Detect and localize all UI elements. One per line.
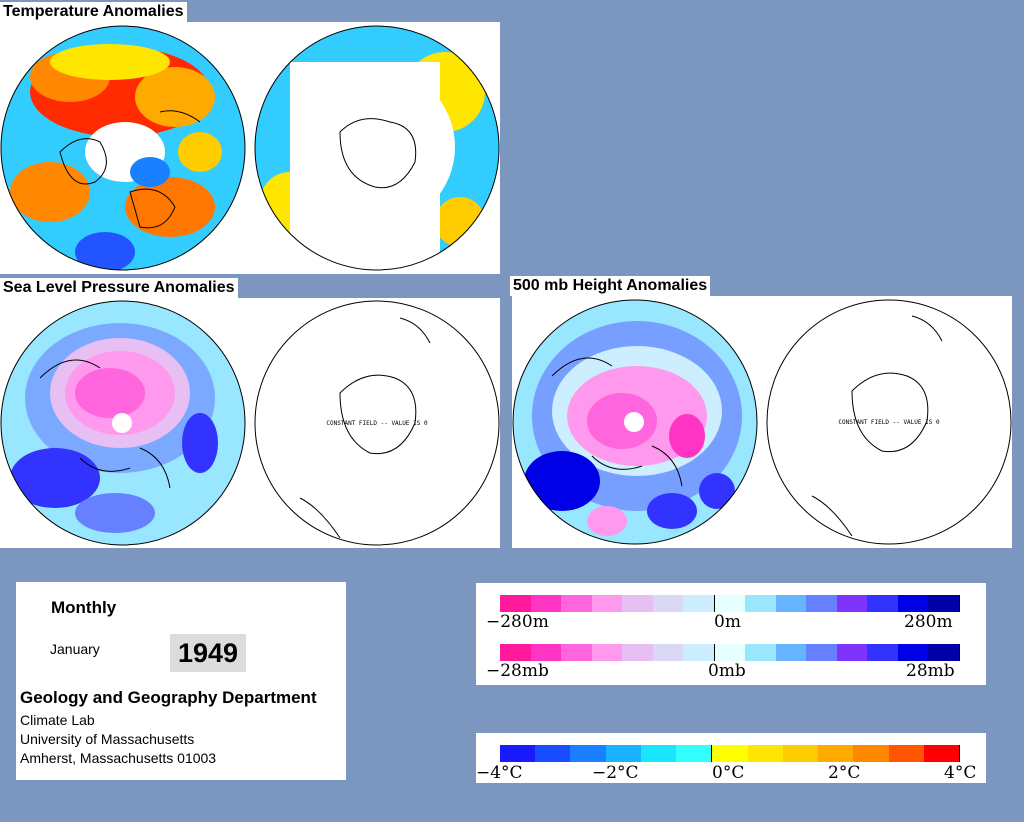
pressure-colorbar	[500, 644, 960, 661]
height-colorbar-swatch	[561, 595, 592, 612]
slp-anomaly-maps: CONSTANT FIELD -- VALUE IS 0	[0, 298, 500, 548]
pressure-colorbar-swatch	[745, 644, 776, 661]
slp-panel-title: Sea Level Pressure Anomalies	[0, 278, 238, 298]
pressure-colorbar-swatch	[897, 644, 929, 661]
height-min-label: −280m	[486, 612, 549, 632]
height-colorbar	[500, 595, 960, 612]
pressure-mid-label: 0mb	[708, 661, 746, 681]
pressure-colorbar-swatch	[530, 644, 562, 661]
department-label: Geology and Geography Department	[20, 688, 317, 707]
temperature-colorbar-swatch	[712, 745, 748, 762]
height-colorbar-swatch	[745, 595, 776, 612]
temperature-colorbar-swatch	[923, 745, 961, 762]
height-max-label: 280m	[904, 612, 953, 632]
height-colorbar-swatch	[714, 595, 746, 612]
height-colorbar-swatch	[530, 595, 562, 612]
temperature-colorbar-swatch	[782, 745, 819, 762]
temperature-label-4: 4°C	[944, 763, 977, 783]
temperature-colorbar-swatch	[676, 745, 713, 762]
temperature-label-0: 0°C	[712, 763, 745, 783]
university-label: University of Massachusetts	[20, 731, 195, 747]
height-mid-label: 0m	[714, 612, 741, 632]
anomaly-color-legend: −280m 0m 280m −28mb 0mb 28mb	[476, 583, 986, 685]
slp-sh-globe: CONSTANT FIELD -- VALUE IS 0	[254, 300, 500, 546]
temperature-colorbar-swatch	[535, 745, 571, 762]
temperature-color-legend: −4°C −2°C 0°C 2°C 4°C	[476, 733, 986, 783]
height-colorbar-swatch	[683, 595, 715, 612]
h500-anomaly-maps: CONSTANT FIELD -- VALUE IS 0	[512, 296, 1012, 548]
lab-label: Climate Lab	[20, 712, 95, 728]
height-colorbar-swatch	[652, 595, 684, 612]
temperature-label-2: 2°C	[828, 763, 861, 783]
pressure-colorbar-swatch	[622, 644, 653, 661]
height-colorbar-swatch	[775, 595, 807, 612]
height-colorbar-swatch	[836, 595, 868, 612]
month-label: January	[50, 641, 100, 657]
temperature-anomaly-maps	[0, 22, 500, 274]
pressure-colorbar-swatch	[928, 644, 960, 661]
height-colorbar-swatch	[806, 595, 837, 612]
temperature-sh-globe	[255, 26, 499, 270]
pressure-colorbar-swatch	[683, 644, 715, 661]
temperature-colorbar-swatch	[500, 745, 536, 762]
height-colorbar-swatch	[500, 595, 531, 612]
pressure-min-label: −28mb	[486, 661, 549, 681]
h500-panel-title: 500 mb Height Anomalies	[510, 276, 711, 296]
period-label: Monthly	[51, 598, 117, 617]
temperature-colorbar-swatch	[640, 745, 677, 762]
temperature-label-neg4: −4°C	[476, 763, 523, 783]
temperature-colorbar-swatch	[853, 745, 889, 762]
temperature-colorbar-swatch	[888, 745, 924, 762]
temperature-colorbar-swatch	[818, 745, 854, 762]
temperature-nh-globe	[1, 26, 245, 270]
temperature-colorbar-swatch	[570, 745, 606, 762]
info-box: Monthly January 1949 Geology and Geograp…	[16, 582, 346, 780]
pressure-colorbar-swatch	[714, 644, 746, 661]
pressure-colorbar-swatch	[867, 644, 898, 661]
slp-constant-field-label: CONSTANT FIELD -- VALUE IS 0	[326, 420, 428, 427]
pressure-colorbar-swatch	[806, 644, 837, 661]
slp-nh-globe	[1, 301, 245, 545]
pressure-colorbar-swatch	[836, 644, 868, 661]
year-label: 1949	[170, 634, 246, 672]
h500-nh-globe	[513, 300, 757, 544]
pressure-max-label: 28mb	[906, 661, 955, 681]
temperature-colorbar	[500, 745, 961, 762]
temperature-label-neg2: −2°C	[592, 763, 639, 783]
temperature-colorbar-swatch	[605, 745, 641, 762]
height-colorbar-swatch	[867, 595, 898, 612]
h500-constant-field-label: CONSTANT FIELD -- VALUE IS 0	[838, 419, 940, 426]
height-colorbar-swatch	[928, 595, 960, 612]
temperature-panel-title: Temperature Anomalies	[0, 2, 187, 22]
pressure-colorbar-swatch	[591, 644, 623, 661]
height-colorbar-swatch	[897, 595, 929, 612]
pressure-colorbar-swatch	[652, 644, 684, 661]
pressure-colorbar-swatch	[500, 644, 531, 661]
address-label: Amherst, Massachusetts 01003	[20, 750, 217, 766]
height-colorbar-swatch	[622, 595, 653, 612]
pressure-colorbar-swatch	[561, 644, 592, 661]
h500-sh-globe: CONSTANT FIELD -- VALUE IS 0	[766, 299, 1012, 545]
height-colorbar-swatch	[591, 595, 623, 612]
pressure-colorbar-swatch	[775, 644, 807, 661]
temperature-colorbar-swatch	[747, 745, 783, 762]
